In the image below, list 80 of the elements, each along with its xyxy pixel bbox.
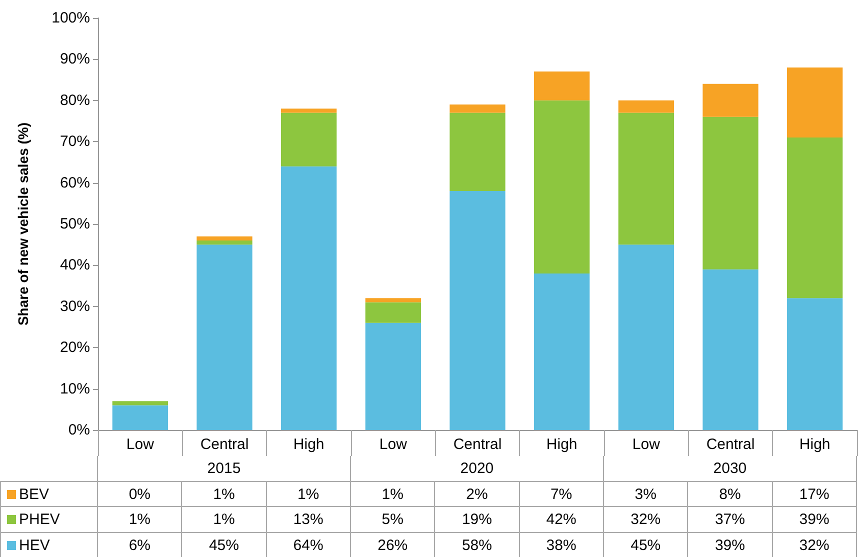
x-tick-label: High: [546, 436, 578, 453]
y-axis-title: Share of new vehicle sales (%): [15, 122, 31, 326]
bar: [618, 100, 674, 113]
bar: [534, 72, 590, 100]
bar: [450, 104, 506, 113]
x-tick-label: High: [799, 436, 830, 453]
bar: [196, 244, 252, 430]
data-label: 19%: [435, 507, 520, 532]
data-label: 1%: [182, 482, 267, 507]
data-label: 8%: [688, 482, 773, 507]
y-tick-label: 60%: [60, 174, 90, 192]
data-label: 13%: [266, 507, 351, 532]
bar: [787, 298, 843, 430]
legend-label: HEV: [0, 532, 98, 557]
bar: [534, 273, 590, 430]
bar: [281, 112, 337, 166]
bar: [112, 401, 168, 406]
data-label: 6%: [98, 532, 182, 557]
data-label: 5%: [350, 507, 436, 532]
bar: [534, 100, 590, 274]
data-label: 32%: [604, 507, 688, 532]
data-label: 26%: [350, 532, 436, 557]
legend-label: BEV: [0, 482, 98, 507]
bar: [787, 67, 843, 138]
text: 2020: [350, 456, 604, 482]
bar: [365, 298, 421, 302]
y-tick-label: 50%: [60, 216, 90, 232]
y-tick-label: 10%: [60, 380, 90, 398]
y-tick-label: 30%: [60, 298, 90, 315]
data-label: 38%: [520, 532, 604, 557]
text: 2015: [98, 456, 351, 482]
data-label: 7%: [520, 482, 604, 507]
y-tick-label: 100%: [52, 10, 90, 26]
bar: [450, 112, 506, 192]
bar: [702, 116, 758, 270]
data-label: 17%: [772, 482, 857, 507]
data-label: 2%: [435, 482, 520, 507]
bar: [618, 244, 674, 430]
y-tick-label: 0%: [68, 422, 90, 438]
x-tick-label: Low: [126, 436, 154, 453]
y-tick-label: 70%: [60, 133, 90, 150]
y-tick-label: 80%: [60, 92, 90, 109]
bar: [365, 302, 421, 323]
x-tick-label: Central: [200, 436, 249, 453]
x-tick-label: High: [293, 436, 324, 453]
bar: [787, 137, 843, 298]
bar: [281, 166, 337, 430]
x-tick-label: Low: [379, 436, 408, 453]
x-tick-label: Central: [706, 436, 755, 453]
bar: [702, 84, 758, 117]
data-label: 58%: [435, 532, 520, 557]
data-label: 1%: [182, 507, 267, 532]
bar: [618, 112, 674, 245]
bar: [196, 240, 252, 245]
x-tick-label: Central: [453, 436, 502, 453]
bar: [365, 322, 421, 430]
y-tick-label: 20%: [60, 339, 90, 356]
data-label: 1%: [98, 507, 182, 532]
bar: [196, 236, 252, 240]
data-label: 0%: [98, 482, 182, 507]
data-label: 64%: [266, 532, 351, 557]
data-label: 39%: [688, 532, 773, 557]
data-label: 37%: [688, 507, 773, 532]
y-tick-label: 40%: [60, 256, 90, 274]
bar: [112, 405, 168, 430]
legend-label: PHEV: [0, 507, 98, 532]
text: 2030: [604, 456, 857, 482]
data-label: 42%: [520, 507, 604, 532]
data-label: 1%: [266, 482, 351, 507]
bar: [281, 108, 337, 113]
data-label: 32%: [772, 532, 857, 557]
data-label: 3%: [604, 482, 688, 507]
data-label: 45%: [604, 532, 688, 557]
data-label: 39%: [772, 507, 857, 532]
data-label: 1%: [350, 482, 436, 507]
data-label: 45%: [182, 532, 267, 557]
x-tick-label: Low: [632, 436, 660, 453]
bar: [450, 191, 506, 430]
y-tick-label: 90%: [60, 50, 90, 68]
bar: [702, 269, 758, 430]
